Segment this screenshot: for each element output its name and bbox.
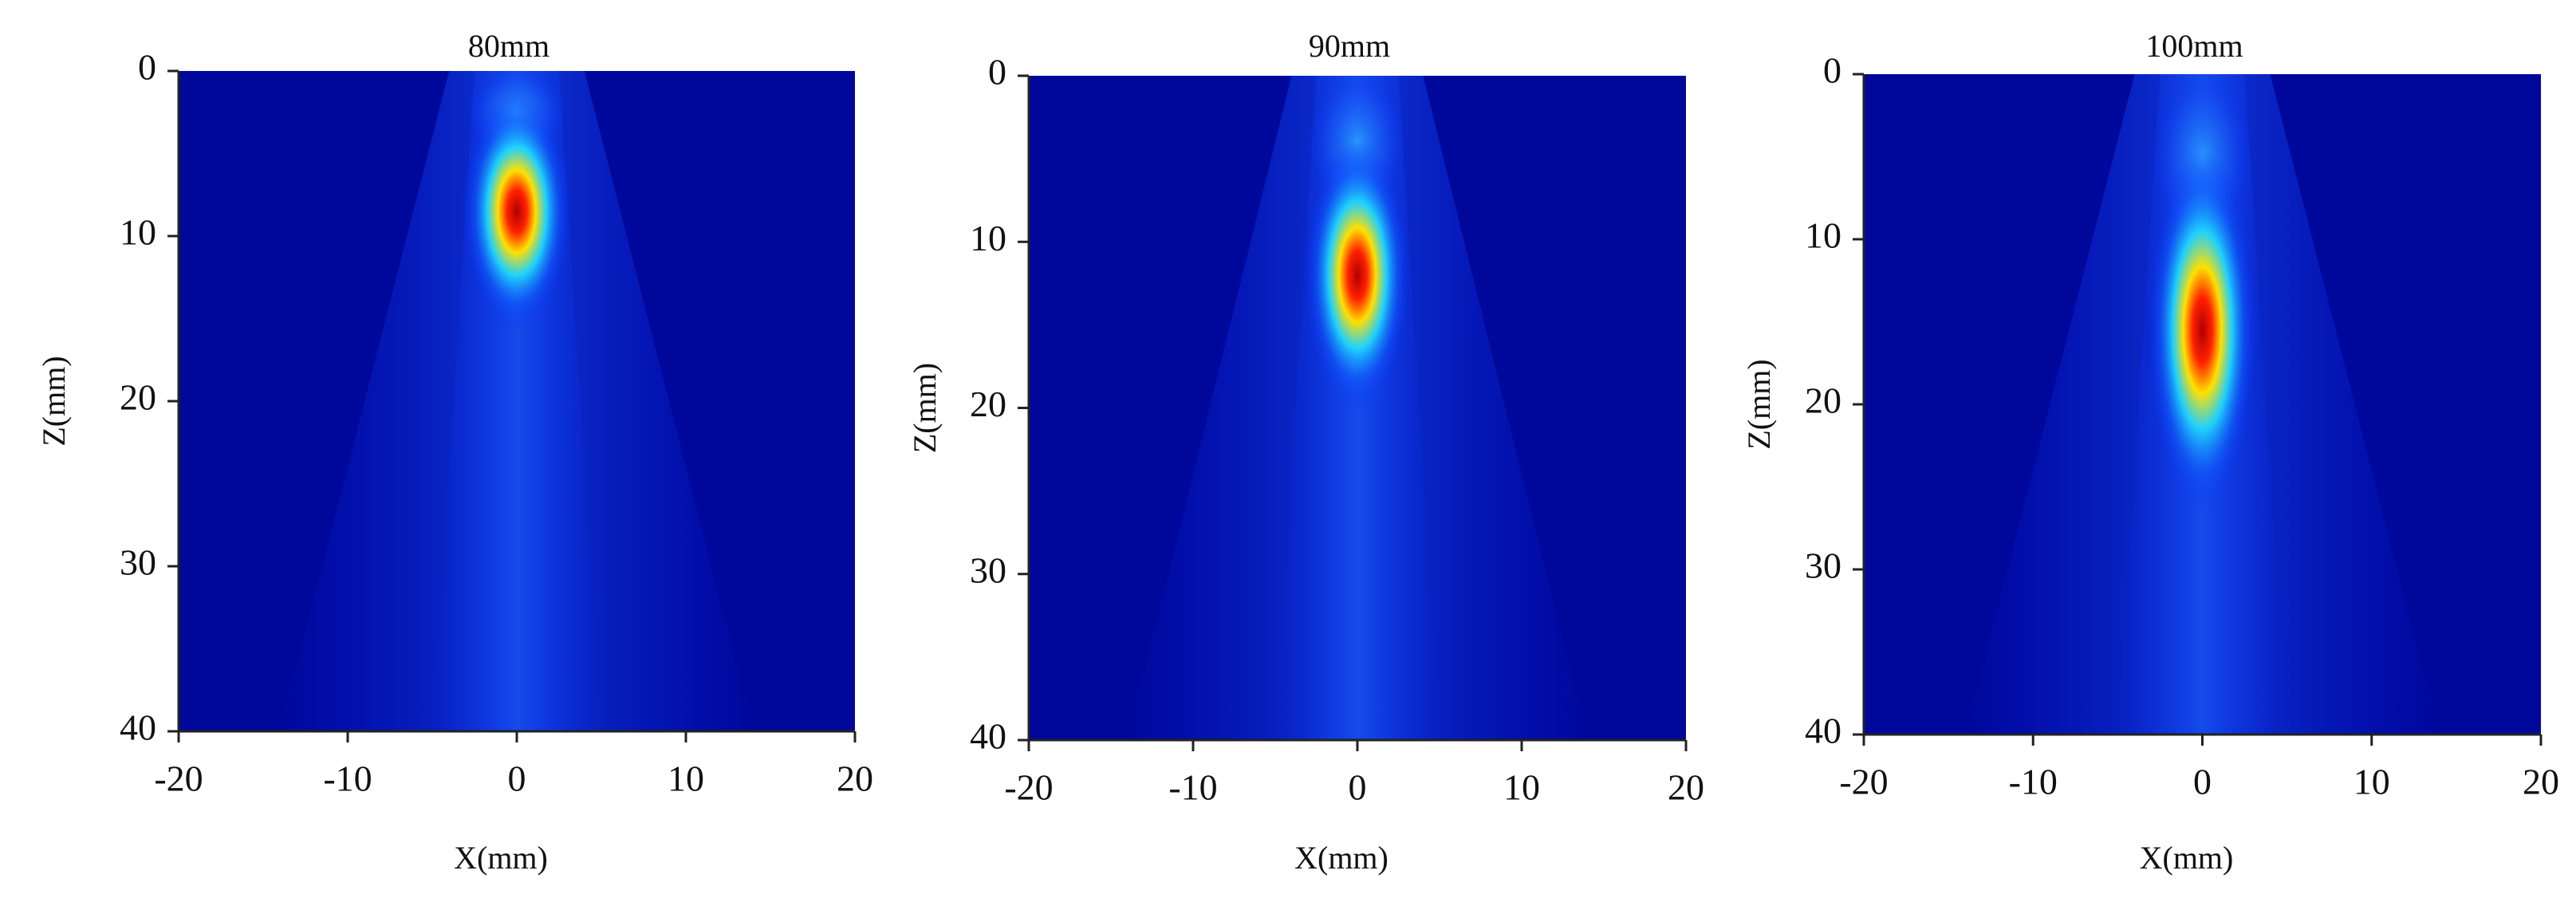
plot-area [1864,74,2541,735]
y-tick-label: 10 [120,212,156,253]
y-tick-label: 10 [970,218,1006,258]
chart-panel: 0 10 20 30 40 -20 -10 0 10 20 90mm X(mm) Z(mm) [907,28,1704,876]
y-tick-label: 30 [1805,545,1841,586]
y-tick-label: 20 [1805,380,1841,421]
x-axis-title: X(mm) [454,840,548,876]
x-tick-label: 20 [837,758,873,799]
y-axis-title: Z(mm) [907,363,943,453]
focal-region [1305,140,1410,410]
chart-panel: 0 10 20 30 40 -20 -10 0 10 20 80mm X(mm) Z(mm) [36,28,873,876]
x-tick-label: -10 [1168,767,1217,808]
x-tick-label: -20 [154,758,203,799]
x-tick-label: 0 [508,758,526,799]
y-tick-label: 0 [138,47,156,88]
y-tick-label: 10 [1805,215,1841,256]
plot-area [1029,76,1686,740]
y-tick-label: 30 [120,542,156,583]
plot-area [179,71,855,731]
x-tick-label: -20 [1004,767,1053,808]
y-axis-title: Z(mm) [36,356,72,446]
x-tick-label: -10 [323,758,372,799]
focal-region [463,93,571,329]
x-tick-label: 0 [1349,767,1367,808]
x-tick-label: 20 [2523,762,2559,802]
y-tick-label: 40 [970,716,1006,757]
y-tick-label: 40 [1805,711,1841,751]
y-tick-label: 0 [1823,50,1841,91]
x-tick-label: -10 [2009,762,2058,802]
x-tick-label: 10 [1503,767,1540,808]
y-tick-label: 30 [970,549,1006,590]
x-tick-label: 0 [2193,762,2212,802]
y-tick-label: 20 [970,384,1006,424]
chart-title: 100mm [2145,28,2243,64]
x-tick-label: 10 [668,758,704,799]
x-axis-title: X(mm) [2140,840,2234,876]
x-axis-title: X(mm) [1294,840,1388,876]
y-axis-title: Z(mm) [1741,359,1777,449]
chart-title: 90mm [1309,28,1390,64]
x-tick-label: 20 [1668,767,1704,808]
x-tick-label: -20 [1839,762,1888,802]
x-tick-label: 10 [2353,762,2390,802]
focal-region [2148,149,2257,511]
y-tick-label: 20 [120,377,156,418]
chart-title: 80mm [468,28,549,64]
y-tick-label: 0 [988,52,1006,93]
chart-panel: 0 10 20 30 40 -20 -10 0 10 20 100mm X(mm) Z(mm) [1741,28,2559,876]
y-tick-label: 40 [120,707,156,748]
